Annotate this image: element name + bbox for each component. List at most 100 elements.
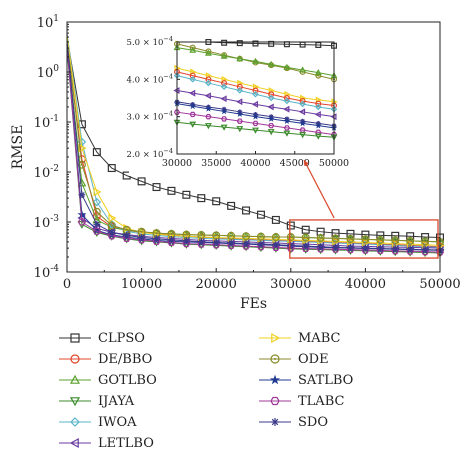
legend-label: TLABC <box>298 393 345 409</box>
legend-marker <box>270 396 280 406</box>
legend-label: ODE <box>298 351 329 367</box>
x-tick-label: 30000 <box>270 277 311 292</box>
legend-marker <box>269 374 281 385</box>
inset-data-point <box>236 55 244 62</box>
x-tick-label: 40000 <box>345 277 386 292</box>
data-point <box>137 236 146 244</box>
legend-swatch <box>259 396 291 406</box>
data-point <box>272 241 280 249</box>
inset-data-point <box>221 116 228 122</box>
data-point <box>287 242 295 249</box>
data-point <box>376 231 385 240</box>
inset-data-point <box>283 94 290 101</box>
legend-label: IWOA <box>98 414 137 430</box>
inset-data-point <box>205 105 212 112</box>
data-point <box>92 207 101 216</box>
legend-marker <box>70 417 80 427</box>
inset-series-line <box>176 90 335 118</box>
series-line <box>66 36 441 238</box>
inset-data-point <box>173 109 181 115</box>
y-tick-label: 101 <box>37 14 59 31</box>
data-point <box>92 227 101 235</box>
legend-swatch <box>59 417 91 427</box>
inset-data-point <box>236 126 244 133</box>
legend-item-de-bbo: DE/BBO <box>58 349 152 369</box>
data-point <box>212 239 220 246</box>
inset-x-tick-label: 50000 <box>319 158 349 169</box>
x-tick-label: 10000 <box>121 277 162 292</box>
inset-y-tick-label: 3.0 × 10−4 <box>127 110 173 123</box>
data-point <box>123 231 131 239</box>
inset-data-point <box>205 79 212 87</box>
legend-swatch <box>59 354 91 364</box>
legend-marker <box>270 354 280 364</box>
x-tick-label: 50000 <box>419 277 460 292</box>
legend-swatch <box>259 332 291 344</box>
data-point <box>138 234 145 241</box>
inset-data-point <box>189 89 196 97</box>
inset-data-point <box>315 103 322 111</box>
data-point <box>332 244 339 251</box>
y-tick-label: 10-1 <box>34 114 59 131</box>
inset-data-point <box>236 40 243 47</box>
data-point <box>167 186 176 195</box>
inset-data-point <box>299 97 306 104</box>
legend-label: SDO <box>298 414 328 430</box>
legend-label: SATLBO <box>298 372 354 388</box>
inset-data-point <box>252 120 259 127</box>
inset-data-point <box>315 100 322 107</box>
data-point <box>107 164 116 173</box>
inset-data-point <box>236 83 243 90</box>
inset-data-point <box>299 132 307 139</box>
inset-data-point <box>252 91 259 98</box>
legend-item-gotlbo: GOTLBO <box>58 370 157 390</box>
legend-item-ode: ODE <box>258 349 329 369</box>
data-point <box>406 245 414 253</box>
inset-data-point <box>268 122 275 129</box>
legend-label: DE/BBO <box>98 351 153 367</box>
inset-data-point <box>268 91 275 98</box>
inset-data-point <box>221 80 228 87</box>
data-point <box>242 206 251 215</box>
legend-label: GOTLBO <box>98 372 157 388</box>
data-point <box>197 240 206 248</box>
inset-y-tick-label: 5.0 × 10−4 <box>127 35 173 48</box>
inset-series-line <box>176 75 335 110</box>
inset-series-de-bbo <box>174 68 338 109</box>
inset-data-point <box>267 60 275 67</box>
inset-x-tick-label: 30000 <box>162 158 192 169</box>
inset-data-point <box>267 103 274 111</box>
inset-x-tick-label: 35000 <box>201 158 231 169</box>
legend-item-letlbo: LETLBO <box>58 433 154 453</box>
legend-swatch <box>59 333 91 343</box>
inset-data-point <box>314 111 321 118</box>
data-point <box>421 237 430 246</box>
data-point <box>391 231 400 240</box>
inset-data-point <box>220 107 228 115</box>
legend-label: MABC <box>298 330 341 346</box>
data-point <box>331 229 340 238</box>
series-ode <box>66 39 445 246</box>
x-axis-label: FEs <box>240 296 267 312</box>
data-point <box>227 239 235 247</box>
legend-swatch <box>59 374 91 384</box>
data-point <box>391 236 400 245</box>
data-point <box>153 235 160 243</box>
data-point <box>138 227 147 237</box>
inset-data-point <box>204 49 212 56</box>
inset-x-tick-label: 40000 <box>240 158 270 169</box>
inset-data-point <box>221 39 228 46</box>
data-point <box>421 246 429 254</box>
inset-data-point <box>252 127 259 134</box>
inset-data-point <box>252 57 259 64</box>
inset-data-point <box>220 52 228 59</box>
legend-swatch <box>59 437 91 449</box>
legend-marker <box>70 354 80 364</box>
inset-data-point <box>314 133 322 140</box>
series-sdo <box>66 40 444 254</box>
data-point <box>377 238 385 248</box>
data-point <box>347 237 356 247</box>
series-line <box>66 39 441 243</box>
